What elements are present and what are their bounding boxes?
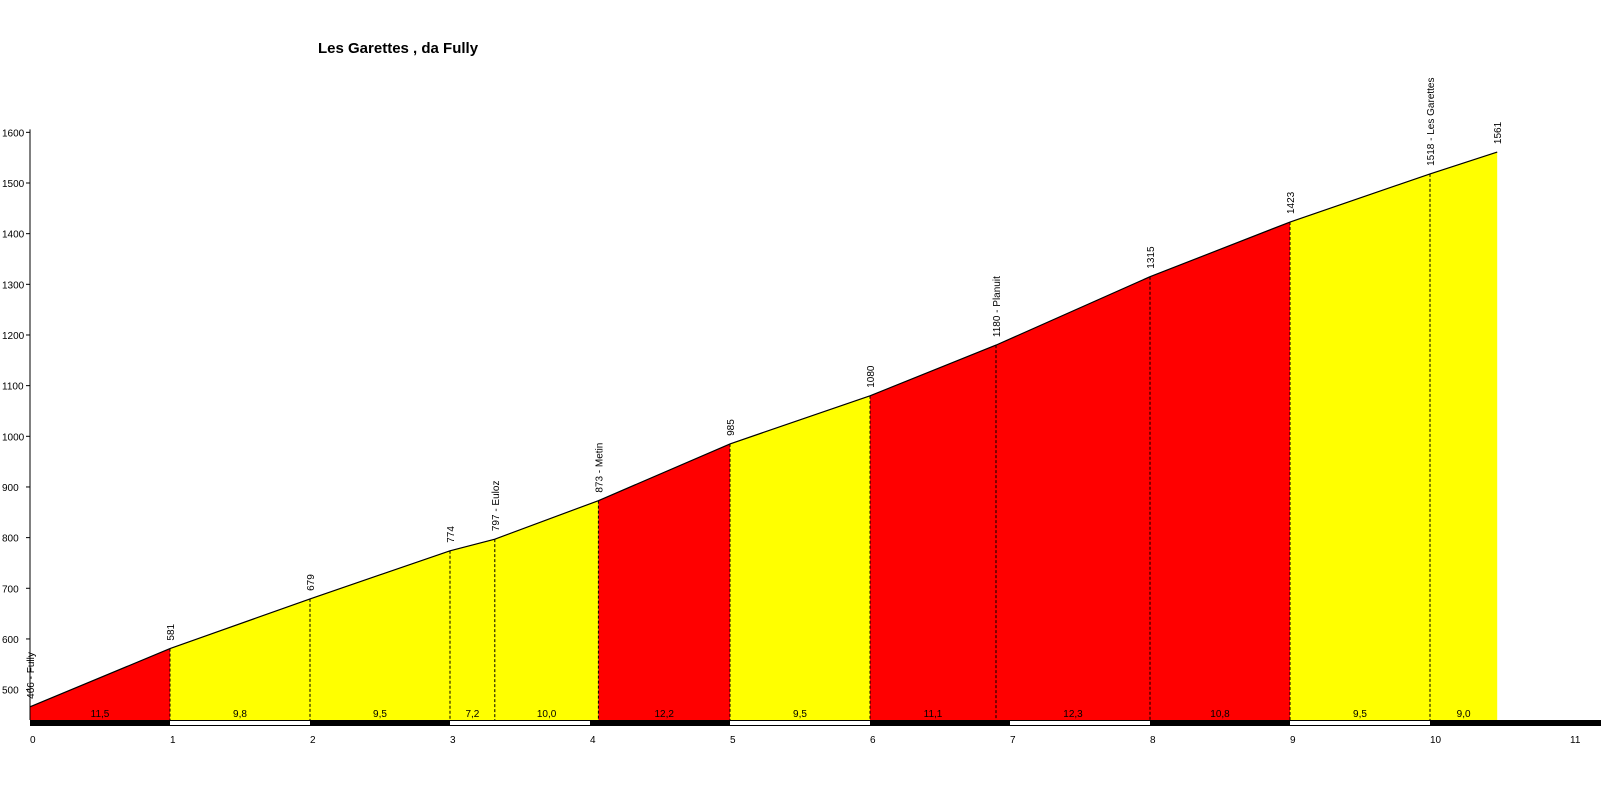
x-axis: 0 1 2 3 4 5 6 7 8 9 10 11	[30, 735, 1581, 746]
segment-area	[170, 598, 310, 720]
segment-area	[450, 539, 495, 720]
x-tick-label: 0	[30, 735, 36, 746]
point-label: 774	[446, 526, 457, 543]
x-tick-label: 6	[870, 735, 876, 746]
point-labels: 466 - Fully 581 679 774 797 - Euloz 873 - Met…	[26, 77, 1504, 698]
gradient-label: 9,5	[1353, 709, 1367, 720]
point-label: 1180 - Planuit	[992, 276, 1003, 337]
gradient-label: 11,5	[91, 709, 110, 720]
point-label: 679	[306, 574, 317, 591]
point-label: 466 - Fully	[26, 652, 37, 699]
gradient-label: 10,0	[537, 709, 557, 720]
point-label: 1315	[1146, 246, 1157, 269]
point-label: 797 - Euloz	[491, 481, 502, 532]
y-tick-label: 1200	[2, 331, 25, 342]
point-label: 1518 - Les Garettes	[1426, 77, 1437, 165]
y-tick-label: 1300	[2, 280, 25, 291]
chart-title: Les Garettes , da Fully	[318, 40, 479, 57]
gradient-label: 12,2	[654, 709, 674, 720]
segment-area	[494, 500, 599, 720]
y-tick-label: 1400	[2, 230, 25, 241]
point-label: 581	[166, 623, 177, 640]
point-label: 1561	[1493, 121, 1504, 144]
x-tick-label: 7	[1010, 735, 1016, 746]
y-axis: 500 600 700 800 900 1000 1100 1200 1300 1400 1500 1…	[2, 128, 31, 720]
gradient-label: 12,3	[1063, 709, 1083, 720]
x-tick-label: 10	[1430, 735, 1442, 746]
profile-line-group	[29, 151, 1498, 708]
x-tick-label: 1	[170, 735, 176, 746]
y-tick-label: 600	[2, 635, 19, 646]
x-tick-label: 4	[590, 735, 596, 746]
km-scale-bar	[30, 720, 1601, 726]
segment-area	[1150, 222, 1290, 720]
y-tick-label: 1500	[2, 179, 25, 190]
km-bar-white	[170, 721, 310, 725]
x-tick-label: 8	[1150, 735, 1156, 746]
segment-area	[730, 395, 870, 720]
y-tick-label: 500	[2, 686, 19, 697]
x-tick-label: 9	[1290, 735, 1296, 746]
x-tick-label: 11	[1570, 735, 1581, 746]
segment-area	[1430, 152, 1498, 721]
point-label: 1080	[866, 365, 877, 388]
x-tick-label: 3	[450, 735, 456, 746]
y-tick-label: 1100	[2, 382, 24, 393]
point-label: 873 - Metin	[594, 443, 605, 493]
segment-dividers	[169, 173, 1431, 720]
gradient-label: 9,0	[1457, 709, 1471, 720]
gradient-label: 11,1	[924, 709, 943, 720]
y-tick-label: 700	[2, 584, 19, 595]
segment-area	[870, 345, 996, 720]
gradient-labels: 11,5 9,8 9,5 7,2 10,0 12,2 9,5 11,1 12,3 10,8 9,5 9…	[91, 709, 1471, 720]
gradient-label: 10,8	[1210, 709, 1230, 720]
segment-area	[598, 443, 730, 720]
segment-area	[996, 276, 1150, 720]
km-bar-white	[1290, 721, 1430, 725]
x-tick-label: 2	[310, 735, 316, 746]
y-tick-label: 800	[2, 534, 19, 545]
gradient-label: 9,8	[233, 709, 247, 720]
y-tick-label: 1000	[2, 432, 25, 443]
gradient-label: 7,2	[465, 709, 479, 720]
gradient-label: 9,5	[793, 709, 807, 720]
point-label: 985	[726, 419, 737, 436]
km-bar-white	[1010, 721, 1150, 725]
segment-area	[30, 648, 170, 720]
profile-line	[29, 151, 1498, 708]
km-bar-white	[450, 721, 590, 725]
gradient-label: 9,5	[373, 709, 387, 720]
segment-area	[1290, 173, 1430, 720]
km-bar-white	[730, 721, 870, 725]
point-label: 1423	[1286, 191, 1297, 214]
x-tick-label: 5	[730, 735, 736, 746]
segment-area	[310, 550, 450, 720]
y-tick-label: 900	[2, 483, 19, 494]
y-tick-label: 1600	[2, 128, 25, 139]
profile-areas	[30, 152, 1498, 721]
